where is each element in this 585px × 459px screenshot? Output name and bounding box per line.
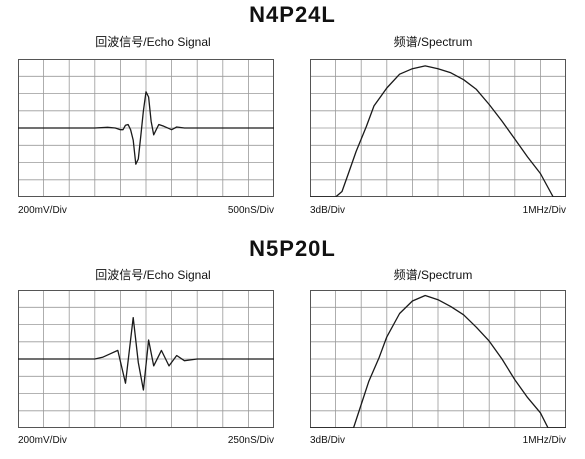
echo-signal-plot-n4p24l [18,59,274,197]
y-scale-label: 3dB/Div [310,205,346,216]
echo-signal-plot-n5p20l [18,290,274,428]
spectrum-svg [310,59,566,197]
x-scale-label: 1MHz/Div [522,435,566,446]
y-scale-label: 200mV/Div [18,205,67,216]
spectrum-svg [310,290,566,428]
x-scale-label: 500nS/Div [227,205,274,216]
echo-signal-svg [18,290,274,428]
echo-signal-title: 回波信号/Echo Signal [95,35,211,49]
chart-title-n4p24l: N4P24L [249,2,336,27]
plot-frame [310,59,566,197]
echo-signal-svg [18,59,274,197]
x-scale-label: 250nS/Div [227,435,274,446]
y-scale-label: 3dB/Div [310,435,346,446]
spectrum-plot-n5p20l [310,290,566,428]
spectrum-curve [310,294,566,428]
chart-title-n5p20l: N5P20L [249,236,336,261]
echo-signal-title: 回波信号/Echo Signal [95,268,211,282]
echo-waveform [18,316,274,391]
spectrum-title: 频谱/Spectrum [393,268,473,282]
y-scale-label: 200mV/Div [18,435,67,446]
spectrum-plot-n4p24l [310,59,566,197]
plot-frame [310,290,566,428]
spectrum-title: 频谱/Spectrum [393,35,473,49]
echo-waveform [18,91,274,165]
x-scale-label: 1MHz/Div [522,205,566,216]
spectrum-curve [310,65,566,197]
